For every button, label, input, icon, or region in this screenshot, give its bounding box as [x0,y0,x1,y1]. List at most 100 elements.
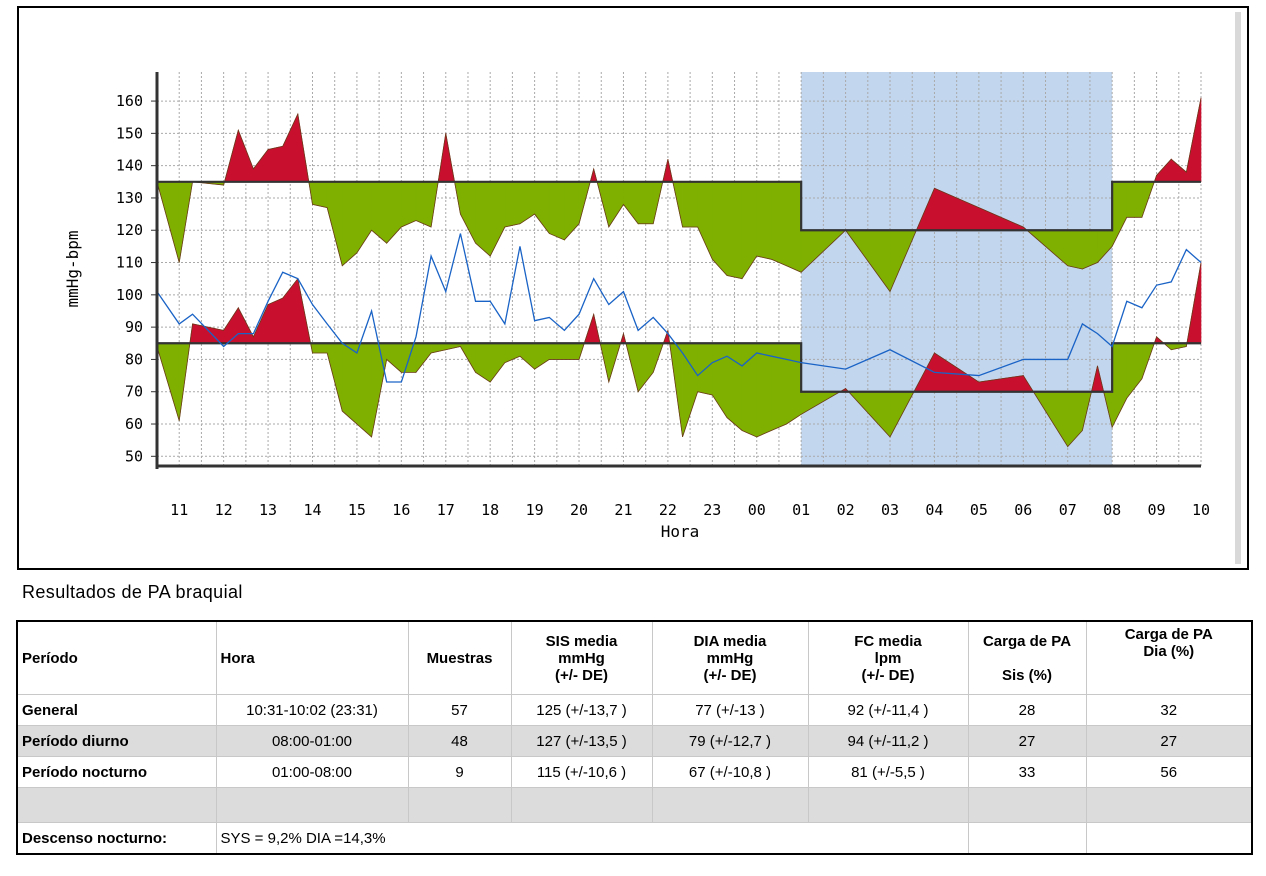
col-header-dia: DIA media mmHg (+/- DE) [651,620,809,695]
table-row-diurno: Período diurno 08:00-01:00 48 127 (+/-13… [16,725,1253,757]
col-header-sis-line3: (+/- DE) [555,666,608,684]
bp-chart: 50 60 70 80 90 100 110 120 130 140 150 160 11 12 13 14… [63,72,1210,541]
diastolic-area-segment [386,342,402,374]
col-header-hora: Hora [215,620,409,695]
x-tick-label: 18 [481,501,499,519]
descenso-label: Descenso nocturno: [16,822,217,855]
col-header-muestras: Muestras [407,620,512,695]
x-axis-title: Hora [661,522,700,541]
systolic-area-segment [415,181,432,228]
diastolic-area-segment [489,342,506,383]
diastolic-area-segment [564,342,580,360]
col-header-sis-line2: mmHg [558,649,605,667]
col-header-sis-line1: SIS media [545,632,618,650]
col-header-carga-sis-line3: Sis (%) [1001,666,1052,684]
chart-panel: 50 60 70 80 90 100 110 120 130 140 150 160 11 12 13 14… [17,6,1249,570]
col-header-carga-sis-line1: Carga de PA [982,632,1072,650]
x-tick-label: 15 [348,501,366,519]
x-tick-label: 00 [748,501,766,519]
empty-cell [215,787,409,823]
diastolic-area-segment [253,304,269,344]
cell-fc: 92 (+/-11,4 ) [807,694,969,726]
systolic-area-segment [726,181,743,280]
empty-cell [967,787,1087,823]
diastolic-area-segment [223,306,239,344]
x-tick-label: 05 [970,501,988,519]
diastolic-area-segment [415,342,432,374]
cell-periodo: Período diurno [16,725,217,757]
col-header-fc-line1: FC media [854,632,922,650]
empty-cell [407,787,512,823]
systolic-area-segment [548,181,565,241]
col-header-dia-line1: DIA media [693,632,767,650]
y-axis-title: mmHg-bpm [63,230,82,307]
systolic-area-segment [697,181,713,260]
empty-cell [1085,822,1253,855]
cell-muestras: 9 [407,756,512,788]
systolic-area-segment [341,181,358,267]
systolic-area-segment [1111,181,1128,247]
x-tick-label: 20 [570,501,588,519]
y-tick-label: 100 [116,286,143,304]
cell-hora: 10:31-10:02 (23:31) [215,694,409,726]
systolic-area-segment [1126,181,1143,218]
table-row-general: General 10:31-10:02 (23:31) 57 125 (+/-1… [16,694,1253,726]
x-tick-label: 09 [1148,501,1166,519]
diastolic-area-segment [475,342,491,383]
systolic-area-segment [401,181,417,228]
cell-periodo: General [16,694,217,726]
table-row-nocturno: Período nocturno 01:00-08:00 9 115 (+/-1… [16,756,1253,788]
systolic-area-segment [1067,229,1083,270]
empty-cell [807,787,969,823]
cell-dia: 77 (+/-13 ) [651,694,809,726]
diastolic-area-segment [726,342,743,432]
systolic-area-segment [504,181,521,228]
chart-scroll-strip [1235,12,1241,564]
table-row-descenso: Descenso nocturno: SYS = 9,2% DIA =14,3% [16,822,1253,855]
descenso-value: SYS = 9,2% DIA =14,3% [215,822,969,855]
systolic-area-segment [756,181,772,260]
y-tick-label: 50 [125,447,143,465]
cell-dia: 67 (+/-10,8 ) [651,756,809,788]
systolic-area-segment [623,181,639,225]
table-row-empty [16,787,1253,823]
systolic-area-segment [371,181,387,244]
col-header-fc-line2: lpm [874,649,902,667]
cell-hora: 01:00-08:00 [215,756,409,788]
y-tick-label: 130 [116,189,143,207]
cell-fc: 94 (+/-11,2 ) [807,725,969,757]
x-tick-label: 23 [703,501,721,519]
col-header-carga-sis: Carga de PA Sis (%) [967,620,1087,695]
cell-carga-sis: 28 [967,694,1087,726]
systolic-area-segment [267,145,284,183]
y-tick-label: 110 [116,254,143,272]
diastolic-area-segment [534,342,550,370]
cell-carga-sis: 33 [967,756,1087,788]
col-header-periodo: Período [16,620,217,695]
systolic-area-segment [489,181,506,257]
systolic-area-segment [564,181,580,241]
x-tick-label: 11 [170,501,188,519]
diastolic-limit-line [157,342,1201,393]
y-tick-label: 140 [116,157,143,175]
x-tick-label: 21 [614,501,632,519]
col-header-dia-line3: (+/- DE) [703,666,757,684]
table-header-row: Período Hora Muestras SIS media mmHg (+/… [16,620,1253,695]
results-title: Resultados de PA braquial [22,582,243,602]
y-tick-label: 90 [125,318,143,336]
x-tick-label: 10 [1192,501,1210,519]
diastolic-area-segment [519,342,535,370]
col-header-fc: FC media lpm (+/- DE) [807,620,969,695]
diastolic-area-segment [356,342,372,438]
cell-carga-dia: 27 [1085,725,1253,757]
x-tick-label: 17 [437,501,455,519]
cell-sis: 115 (+/-10,6 ) [510,756,653,788]
empty-cell [510,787,653,823]
x-tick-label: 07 [1059,501,1077,519]
systolic-area-segment [786,181,802,273]
y-tick-label: 160 [116,92,143,110]
cell-sis: 125 (+/-13,7 ) [510,694,653,726]
systolic-area-segment [608,181,624,229]
cell-fc: 81 (+/-5,5 ) [807,756,969,788]
cell-hora: 08:00-01:00 [215,725,409,757]
